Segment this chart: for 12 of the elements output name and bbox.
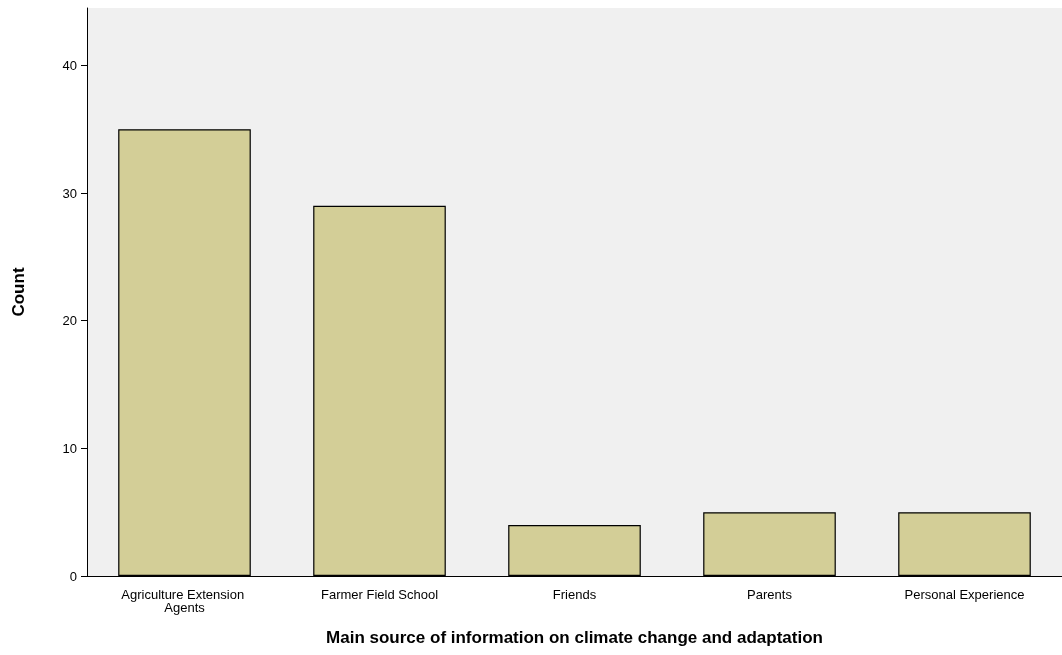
x-tick-label: Friends xyxy=(552,587,597,602)
x-tick-label: Personal Experience xyxy=(904,587,1025,602)
x-tick-label: Agriculture Extension Agents xyxy=(121,587,248,615)
y-tick-label: 40 xyxy=(62,57,77,73)
y-tick-label: 10 xyxy=(62,440,77,456)
y-tick-label: 30 xyxy=(62,185,77,201)
x-tick-label: Parents xyxy=(747,587,793,602)
y-axis-title: Count xyxy=(9,267,28,317)
y-tick-label: 0 xyxy=(69,568,77,584)
x-tick-label: Farmer Field School xyxy=(320,587,439,602)
y-tick-label: 20 xyxy=(62,313,77,329)
x-axis-title: Main source of information on climate change and adaptation xyxy=(326,628,823,647)
